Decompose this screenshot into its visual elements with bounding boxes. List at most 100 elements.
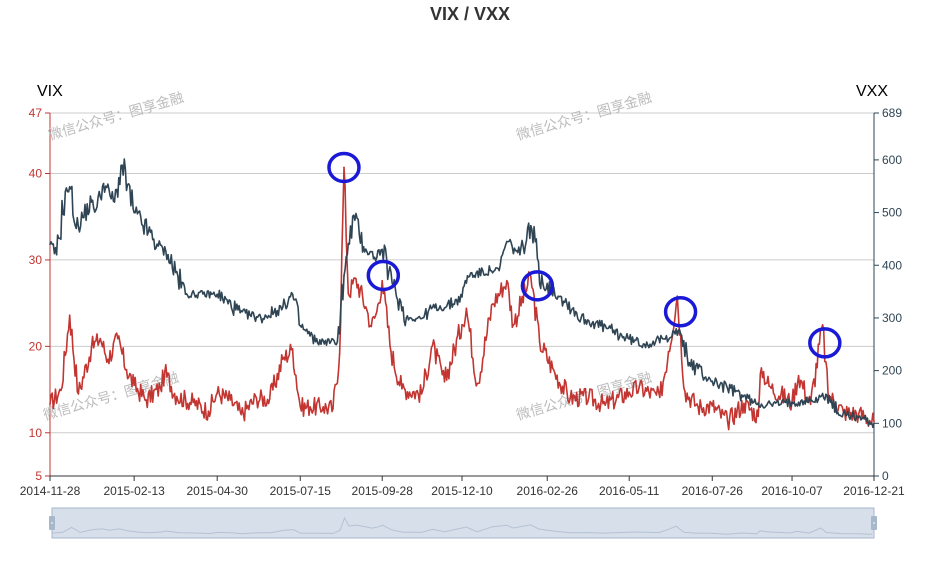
point-vxx-6 xyxy=(95,209,97,211)
point-vxx-5 xyxy=(90,201,93,203)
point-vxx-24 xyxy=(353,214,355,217)
point-vix-12 xyxy=(163,371,166,374)
point-vix-2 xyxy=(68,314,71,317)
point-vix-66 xyxy=(797,374,800,377)
point-vix-35 xyxy=(390,350,392,353)
point-vxx-44 xyxy=(628,338,631,340)
annotation-circle-0 xyxy=(327,151,361,184)
watermark-0: 微信公众号：图享金融 xyxy=(46,89,185,144)
annotation-layer xyxy=(327,151,842,359)
data-zoom-slider[interactable] xyxy=(49,507,877,539)
point-vix-10 xyxy=(145,399,147,401)
point-vix-20 xyxy=(268,398,271,400)
point-vxx-13 xyxy=(184,293,187,296)
point-vxx-3 xyxy=(69,188,72,190)
annotation-circle-4 xyxy=(808,327,842,359)
point-vxx-46 xyxy=(664,338,667,340)
point-vix-67 xyxy=(809,403,812,406)
right-tick-label-5: 500 xyxy=(882,206,902,220)
left-tick-label-4: 40 xyxy=(29,167,43,181)
point-vxx-0 xyxy=(49,243,51,245)
point-vxx-33 xyxy=(461,296,463,298)
x-tick-label-6: 2016-02-26 xyxy=(517,484,579,498)
point-vix-63 xyxy=(760,367,763,369)
point-vxx-53 xyxy=(766,404,768,406)
point-vxx-20 xyxy=(314,340,317,343)
left-tick-label-3: 30 xyxy=(29,253,43,267)
point-vix-34 xyxy=(381,279,384,282)
point-vxx-59 xyxy=(873,422,875,425)
point-vix-40 xyxy=(461,323,463,326)
series-layer xyxy=(49,158,875,431)
point-vix-15 xyxy=(207,410,210,412)
point-vxx-39 xyxy=(530,224,532,227)
x-tick-label-7: 2016-05-11 xyxy=(599,484,660,498)
left-tick-label-2: 20 xyxy=(29,339,43,353)
series-line-vix xyxy=(49,166,875,431)
x-tick-label-3: 2015-07-15 xyxy=(270,484,332,498)
point-vxx-12 xyxy=(167,253,169,256)
point-vxx-8 xyxy=(113,201,116,203)
point-vix-42 xyxy=(476,382,479,385)
point-vix-33 xyxy=(375,310,378,313)
point-vix-29 xyxy=(347,292,350,295)
point-vxx-21 xyxy=(336,340,339,343)
point-vix-26 xyxy=(332,407,334,410)
watermark-3: 微信公众号：图享金融 xyxy=(514,369,653,424)
x-tick-label-5: 2015-12-10 xyxy=(431,484,493,498)
point-vix-52 xyxy=(628,391,631,393)
x-tick-label-0: 2014-11-28 xyxy=(20,484,81,498)
watermark-1: 微信公众号：图享金融 xyxy=(514,89,653,144)
point-vxx-48 xyxy=(679,332,682,335)
left-axis-name: VIX xyxy=(37,83,63,100)
point-vix-44 xyxy=(506,279,508,282)
point-vxx-52 xyxy=(752,401,755,404)
x-tick-label-10: 2016-12-21 xyxy=(843,484,905,498)
x-tick-label-8: 2016-07-26 xyxy=(682,484,744,498)
point-vix-50 xyxy=(587,396,590,399)
point-vix-54 xyxy=(659,396,661,399)
point-vix-19 xyxy=(255,397,258,400)
point-vix-49 xyxy=(569,397,571,400)
left-tick-label-5: 47 xyxy=(29,106,43,120)
point-vix-6 xyxy=(107,358,109,361)
point-vix-46 xyxy=(530,275,532,278)
point-vxx-10 xyxy=(133,211,135,214)
point-vxx-36 xyxy=(498,269,500,272)
annotation-circle-1 xyxy=(366,259,401,292)
point-vxx-29 xyxy=(405,317,408,319)
point-vix-1 xyxy=(60,389,62,392)
right-axis-name: VXX xyxy=(856,83,888,100)
point-vix-32 xyxy=(370,325,373,328)
x-tick-label-1: 2015-02-13 xyxy=(103,484,165,498)
point-vix-68 xyxy=(821,323,824,326)
right-tick-label-0: 0 xyxy=(882,469,889,483)
point-vix-3 xyxy=(77,393,80,395)
point-vix-14 xyxy=(192,401,194,404)
point-vxx-1 xyxy=(55,253,58,256)
point-vix-47 xyxy=(538,341,541,343)
point-vix-37 xyxy=(420,393,423,395)
point-vxx-42 xyxy=(580,317,582,319)
point-vxx-2 xyxy=(64,190,67,193)
chart-title: VIX / VXX xyxy=(430,4,510,24)
point-vix-24 xyxy=(309,406,311,408)
x-axis-ticks: 2014-11-28 2015-02-13 2015-04-30 2015-07-15… xyxy=(20,476,905,498)
point-vix-27 xyxy=(338,353,341,355)
point-vxx-51 xyxy=(734,390,737,393)
point-vxx-7 xyxy=(102,182,105,185)
point-vix-9 xyxy=(133,384,135,387)
point-vxx-25 xyxy=(362,246,365,248)
point-vix-4 xyxy=(90,346,93,349)
point-vxx-40 xyxy=(542,282,544,285)
point-vxx-55 xyxy=(817,398,820,401)
point-vix-31 xyxy=(366,309,368,311)
point-vxx-34 xyxy=(466,274,469,277)
point-vix-55 xyxy=(667,350,670,353)
point-vix-53 xyxy=(638,387,640,389)
point-vxx-58 xyxy=(857,416,860,418)
right-tick-label-7: 689 xyxy=(882,106,902,120)
point-vix-11 xyxy=(159,387,162,389)
point-vxx-37 xyxy=(506,240,508,243)
right-tick-label-3: 300 xyxy=(882,311,902,325)
